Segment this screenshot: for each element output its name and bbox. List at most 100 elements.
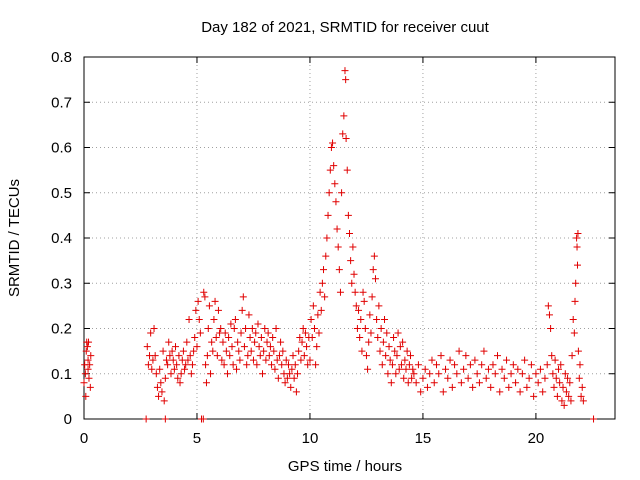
- data-point: [355, 306, 363, 314]
- data-point: [393, 352, 401, 360]
- data-point: [384, 370, 392, 378]
- data-point: [259, 370, 267, 378]
- data-point: [558, 397, 566, 405]
- data-point: [289, 352, 297, 360]
- data-point: [491, 370, 499, 378]
- x-tick-label: 20: [528, 430, 545, 447]
- data-point: [400, 374, 408, 382]
- data-point: [212, 334, 220, 342]
- data-point: [339, 130, 347, 138]
- data-point: [340, 112, 348, 120]
- data-point: [573, 234, 581, 242]
- data-point: [556, 379, 564, 387]
- data-point: [274, 374, 282, 382]
- data-point: [401, 356, 409, 364]
- data-point: [203, 352, 211, 360]
- data-point: [521, 356, 529, 364]
- data-point: [356, 334, 364, 342]
- data-point: [571, 297, 579, 305]
- data-point: [188, 361, 196, 369]
- data-point: [541, 374, 549, 382]
- data-point: [191, 334, 199, 342]
- data-point: [371, 275, 379, 283]
- data-point: [544, 302, 552, 310]
- x-axis-label: GPS time / hours: [288, 458, 402, 475]
- data-point: [235, 347, 243, 355]
- data-point: [251, 338, 259, 346]
- data-point: [194, 297, 202, 305]
- data-point: [260, 347, 268, 355]
- data-point: [172, 343, 180, 351]
- data-point: [430, 379, 438, 387]
- data-point: [412, 379, 420, 387]
- data-point: [559, 383, 567, 391]
- data-point: [81, 370, 89, 378]
- data-point: [590, 415, 598, 423]
- data-point: [307, 315, 315, 323]
- data-point: [405, 361, 413, 369]
- data-point: [239, 293, 247, 301]
- data-point: [187, 370, 195, 378]
- data-point: [409, 365, 417, 373]
- data-point: [564, 374, 572, 382]
- data-point: [242, 325, 250, 332]
- data-point: [331, 180, 339, 188]
- data-point: [169, 356, 177, 364]
- data-point: [157, 379, 165, 387]
- data-point: [369, 266, 377, 274]
- data-point: [233, 365, 241, 373]
- data-point: [252, 329, 260, 337]
- data-point: [484, 365, 492, 373]
- data-point: [399, 338, 407, 346]
- data-point: [220, 361, 228, 369]
- tick-labels: 0 5 10 15 20 0 0.1 0.2 0.3 0.4 0.5 0.6 0.7 0.8: [51, 49, 544, 447]
- data-point: [419, 374, 427, 382]
- data-point: [507, 370, 515, 378]
- data-point: [166, 352, 174, 360]
- data-point: [536, 365, 544, 373]
- data-point: [333, 225, 341, 233]
- x-tick-label: 15: [415, 430, 432, 447]
- data-point: [229, 361, 237, 369]
- data-point: [569, 315, 577, 323]
- data-point: [268, 361, 276, 369]
- data-point: [530, 392, 538, 400]
- data-point: [214, 306, 222, 314]
- data-point: [196, 329, 204, 337]
- data-point: [509, 361, 517, 369]
- data-point: [457, 379, 465, 387]
- data-point: [272, 325, 280, 332]
- data-point: [573, 261, 581, 269]
- data-point: [421, 365, 429, 373]
- data-point: [375, 302, 383, 310]
- data-point: [403, 347, 411, 355]
- data-point: [361, 325, 369, 332]
- data-point: [82, 347, 90, 355]
- data-point: [329, 139, 337, 147]
- data-point: [265, 352, 273, 360]
- data-point: [346, 229, 353, 237]
- x-tick-label: 0: [80, 430, 88, 447]
- data-point: [351, 288, 359, 296]
- y-tick-label: 0.3: [51, 275, 72, 292]
- data-point: [255, 343, 263, 351]
- y-tick-label: 0: [64, 411, 72, 428]
- data-point: [211, 297, 219, 305]
- data-point: [315, 329, 323, 337]
- data-point: [462, 352, 470, 360]
- data-point: [553, 392, 561, 400]
- data-point: [471, 356, 479, 364]
- y-tick-label: 0.6: [51, 140, 72, 157]
- data-point: [390, 334, 398, 342]
- data-point: [247, 347, 255, 355]
- y-tick-label: 0.5: [51, 185, 72, 202]
- data-point: [444, 374, 452, 382]
- data-point: [498, 365, 506, 373]
- data-point: [321, 293, 329, 301]
- data-point: [148, 365, 156, 373]
- data-point: [352, 302, 360, 310]
- data-point: [365, 338, 373, 346]
- data-point: [201, 293, 209, 301]
- data-point: [579, 397, 587, 405]
- data-point: [496, 388, 504, 396]
